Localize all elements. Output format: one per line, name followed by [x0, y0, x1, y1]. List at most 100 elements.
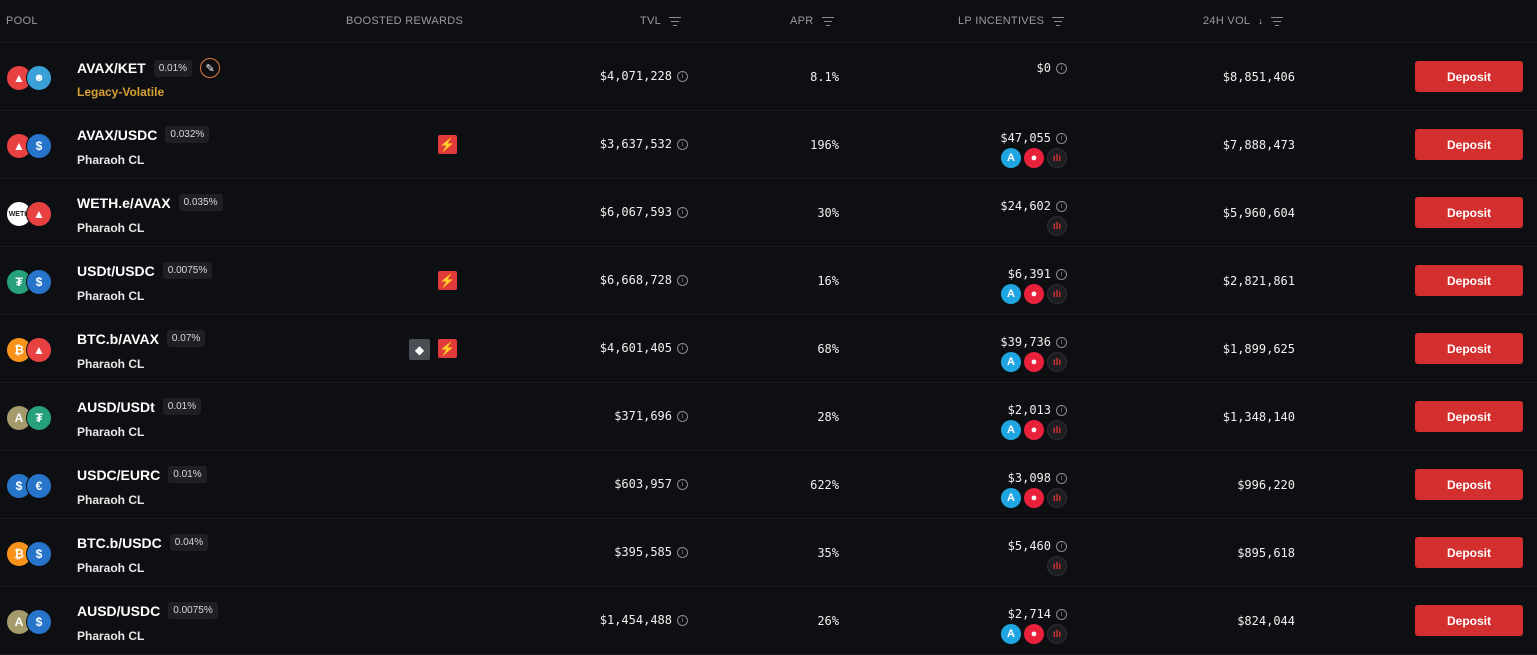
lp-token-red-icon[interactable]: ●	[1024, 148, 1044, 168]
lp-token-blue-icon[interactable]: A	[1001, 488, 1021, 508]
lp-token-blue-icon[interactable]: A	[1001, 284, 1021, 304]
diamond-icon[interactable]: ◆	[409, 339, 430, 360]
deposit-button[interactable]: Deposit	[1415, 333, 1523, 364]
info-icon[interactable]: i	[677, 478, 688, 490]
table-row-btc-b-avax[interactable]: ₿ ▲ BTC.b/AVAX 0.07% Pharaoh CL ◆ ⚡ $4,60…	[0, 315, 1537, 383]
vol-header-label: 24H VOL	[1203, 15, 1251, 27]
lp-token-red-icon[interactable]: ●	[1024, 352, 1044, 372]
lp-chart-icon[interactable]: ıIı	[1047, 352, 1067, 372]
table-row-usdc-eurc[interactable]: $ € USDC/EURC 0.01% Pharaoh CL $603,957 i…	[0, 451, 1537, 519]
wrench-icon[interactable]: ✎	[200, 58, 221, 78]
sort-icon[interactable]	[1052, 16, 1065, 26]
deposit-button[interactable]: Deposit	[1415, 61, 1523, 92]
deposit-button[interactable]: Deposit	[1415, 129, 1523, 160]
pool-name[interactable]: BTC.b/AVAX 0.07%	[77, 330, 206, 347]
table-row-weth-e-avax[interactable]: WETH ▲ WETH.e/AVAX 0.035% Pharaoh CL $6,…	[0, 179, 1537, 247]
info-icon[interactable]: i	[677, 206, 688, 218]
lp-chart-icon[interactable]: ıIı	[1047, 556, 1067, 576]
pool-name[interactable]: AVAX/USDC 0.032%	[77, 126, 210, 143]
sort-icon[interactable]	[821, 16, 834, 26]
table-row-avax-ket[interactable]: ▲ ☻ AVAX/KET 0.01% ✎ Legacy-Volatile $4,…	[0, 43, 1537, 111]
tvl-value: $1,454,488 i	[600, 613, 688, 627]
lp-chart-icon[interactable]: ıIı	[1047, 284, 1067, 304]
lp-chart-icon[interactable]: ıIı	[1047, 216, 1067, 236]
pair-label[interactable]: AUSD/USDt	[77, 398, 155, 415]
col-header-24h-vol[interactable]: 24H VOL ↓	[1203, 0, 1284, 42]
info-icon[interactable]: i	[1056, 472, 1067, 484]
deposit-button[interactable]: Deposit	[1415, 537, 1523, 568]
col-header-tvl[interactable]: TVL	[640, 0, 682, 42]
info-icon[interactable]: i	[677, 274, 688, 286]
pool-name[interactable]: USDt/USDC 0.0075%	[77, 262, 213, 279]
sort-icon[interactable]	[669, 16, 682, 26]
token-icon: ₮	[26, 405, 52, 431]
lp-token-red-icon[interactable]: ●	[1024, 284, 1044, 304]
token-icon: €	[26, 473, 52, 499]
lp-chart-icon[interactable]: ıIı	[1047, 624, 1067, 644]
lp-amount: $2,013	[1007, 403, 1051, 417]
apr-value: 30%	[817, 206, 839, 220]
pool-name[interactable]: AUSD/USDt 0.01%	[77, 398, 202, 415]
table-body: ▲ ☻ AVAX/KET 0.01% ✎ Legacy-Volatile $4,…	[0, 43, 1537, 655]
info-icon[interactable]: i	[677, 546, 688, 558]
info-icon[interactable]: i	[677, 614, 688, 626]
arrow-down-icon: ↓	[1258, 16, 1264, 26]
pool-name[interactable]: AUSD/USDC 0.0075%	[77, 602, 218, 619]
lp-token-red-icon[interactable]: ●	[1024, 420, 1044, 440]
token-pair-icons: ₿ $	[6, 541, 54, 567]
info-icon[interactable]: i	[1056, 404, 1067, 416]
lp-token-red-icon[interactable]: ●	[1024, 624, 1044, 644]
pair-label[interactable]: AUSD/USDC	[77, 602, 161, 619]
table-row-btc-b-usdc[interactable]: ₿ $ BTC.b/USDC 0.04% Pharaoh CL $395,585…	[0, 519, 1537, 587]
table-row-ausd-usdc[interactable]: A $ AUSD/USDC 0.0075% Pharaoh CL $1,454,…	[0, 587, 1537, 655]
pair-label[interactable]: AVAX/KET	[77, 60, 146, 76]
lp-chart-icon[interactable]: ıIı	[1047, 420, 1067, 440]
pool-name[interactable]: AVAX/KET 0.01% ✎	[77, 58, 221, 78]
pair-label[interactable]: USDt/USDC	[77, 262, 155, 279]
info-icon[interactable]: i	[1056, 132, 1067, 144]
lp-chart-icon[interactable]: ıIı	[1047, 488, 1067, 508]
lp-chart-icon[interactable]: ıIı	[1047, 148, 1067, 168]
pool-name[interactable]: USDC/EURC 0.01%	[77, 466, 207, 483]
pair-label[interactable]: WETH.e/AVAX	[77, 194, 171, 211]
col-header-lp-incentives[interactable]: LP INCENTIVES	[958, 0, 1065, 42]
lightning-bolt-icon[interactable]: ⚡	[438, 135, 457, 154]
lp-token-red-icon[interactable]: ●	[1024, 488, 1044, 508]
pair-label[interactable]: BTC.b/AVAX	[77, 330, 159, 347]
table-row-usdt-usdc[interactable]: ₮ $ USDt/USDC 0.0075% Pharaoh CL ⚡ $6,66…	[0, 247, 1537, 315]
vol-value: $824,044	[1237, 614, 1295, 628]
table-row-avax-usdc[interactable]: ▲ $ AVAX/USDC 0.032% Pharaoh CL ⚡ $3,637…	[0, 111, 1537, 179]
info-icon[interactable]: i	[1056, 540, 1067, 552]
pair-label[interactable]: BTC.b/USDC	[77, 534, 162, 551]
deposit-button[interactable]: Deposit	[1415, 265, 1523, 296]
lightning-bolt-icon[interactable]: ⚡	[438, 271, 457, 290]
pair-label[interactable]: AVAX/USDC	[77, 126, 158, 143]
pair-label[interactable]: USDC/EURC	[77, 466, 161, 483]
info-icon[interactable]: i	[677, 138, 688, 150]
col-header-apr[interactable]: APR	[790, 0, 834, 42]
info-icon[interactable]: i	[1056, 62, 1067, 74]
sort-icon[interactable]	[1271, 16, 1284, 26]
deposit-button[interactable]: Deposit	[1415, 469, 1523, 500]
lp-token-blue-icon[interactable]: A	[1001, 352, 1021, 372]
lightning-bolt-icon[interactable]: ⚡	[438, 339, 457, 358]
pool-type: Pharaoh CL	[77, 289, 145, 303]
info-icon[interactable]: i	[1056, 336, 1067, 348]
lp-token-blue-icon[interactable]: A	[1001, 624, 1021, 644]
info-icon[interactable]: i	[1056, 200, 1067, 212]
deposit-button[interactable]: Deposit	[1415, 605, 1523, 636]
deposit-button[interactable]: Deposit	[1415, 197, 1523, 228]
lp-token-blue-icon[interactable]: A	[1001, 420, 1021, 440]
info-icon[interactable]: i	[1056, 268, 1067, 280]
pool-name[interactable]: WETH.e/AVAX 0.035%	[77, 194, 223, 211]
tvl-value: $603,957 i	[614, 477, 688, 491]
lp-token-blue-icon[interactable]: A	[1001, 148, 1021, 168]
pool-name[interactable]: BTC.b/USDC 0.04%	[77, 534, 209, 551]
info-icon[interactable]: i	[677, 342, 688, 354]
info-icon[interactable]: i	[677, 70, 688, 82]
info-icon[interactable]: i	[677, 410, 688, 422]
deposit-button[interactable]: Deposit	[1415, 401, 1523, 432]
table-row-ausd-usdt[interactable]: A ₮ AUSD/USDt 0.01% Pharaoh CL $371,696 i…	[0, 383, 1537, 451]
info-icon[interactable]: i	[1056, 608, 1067, 620]
token-pair-icons: WETH ▲	[6, 201, 54, 227]
